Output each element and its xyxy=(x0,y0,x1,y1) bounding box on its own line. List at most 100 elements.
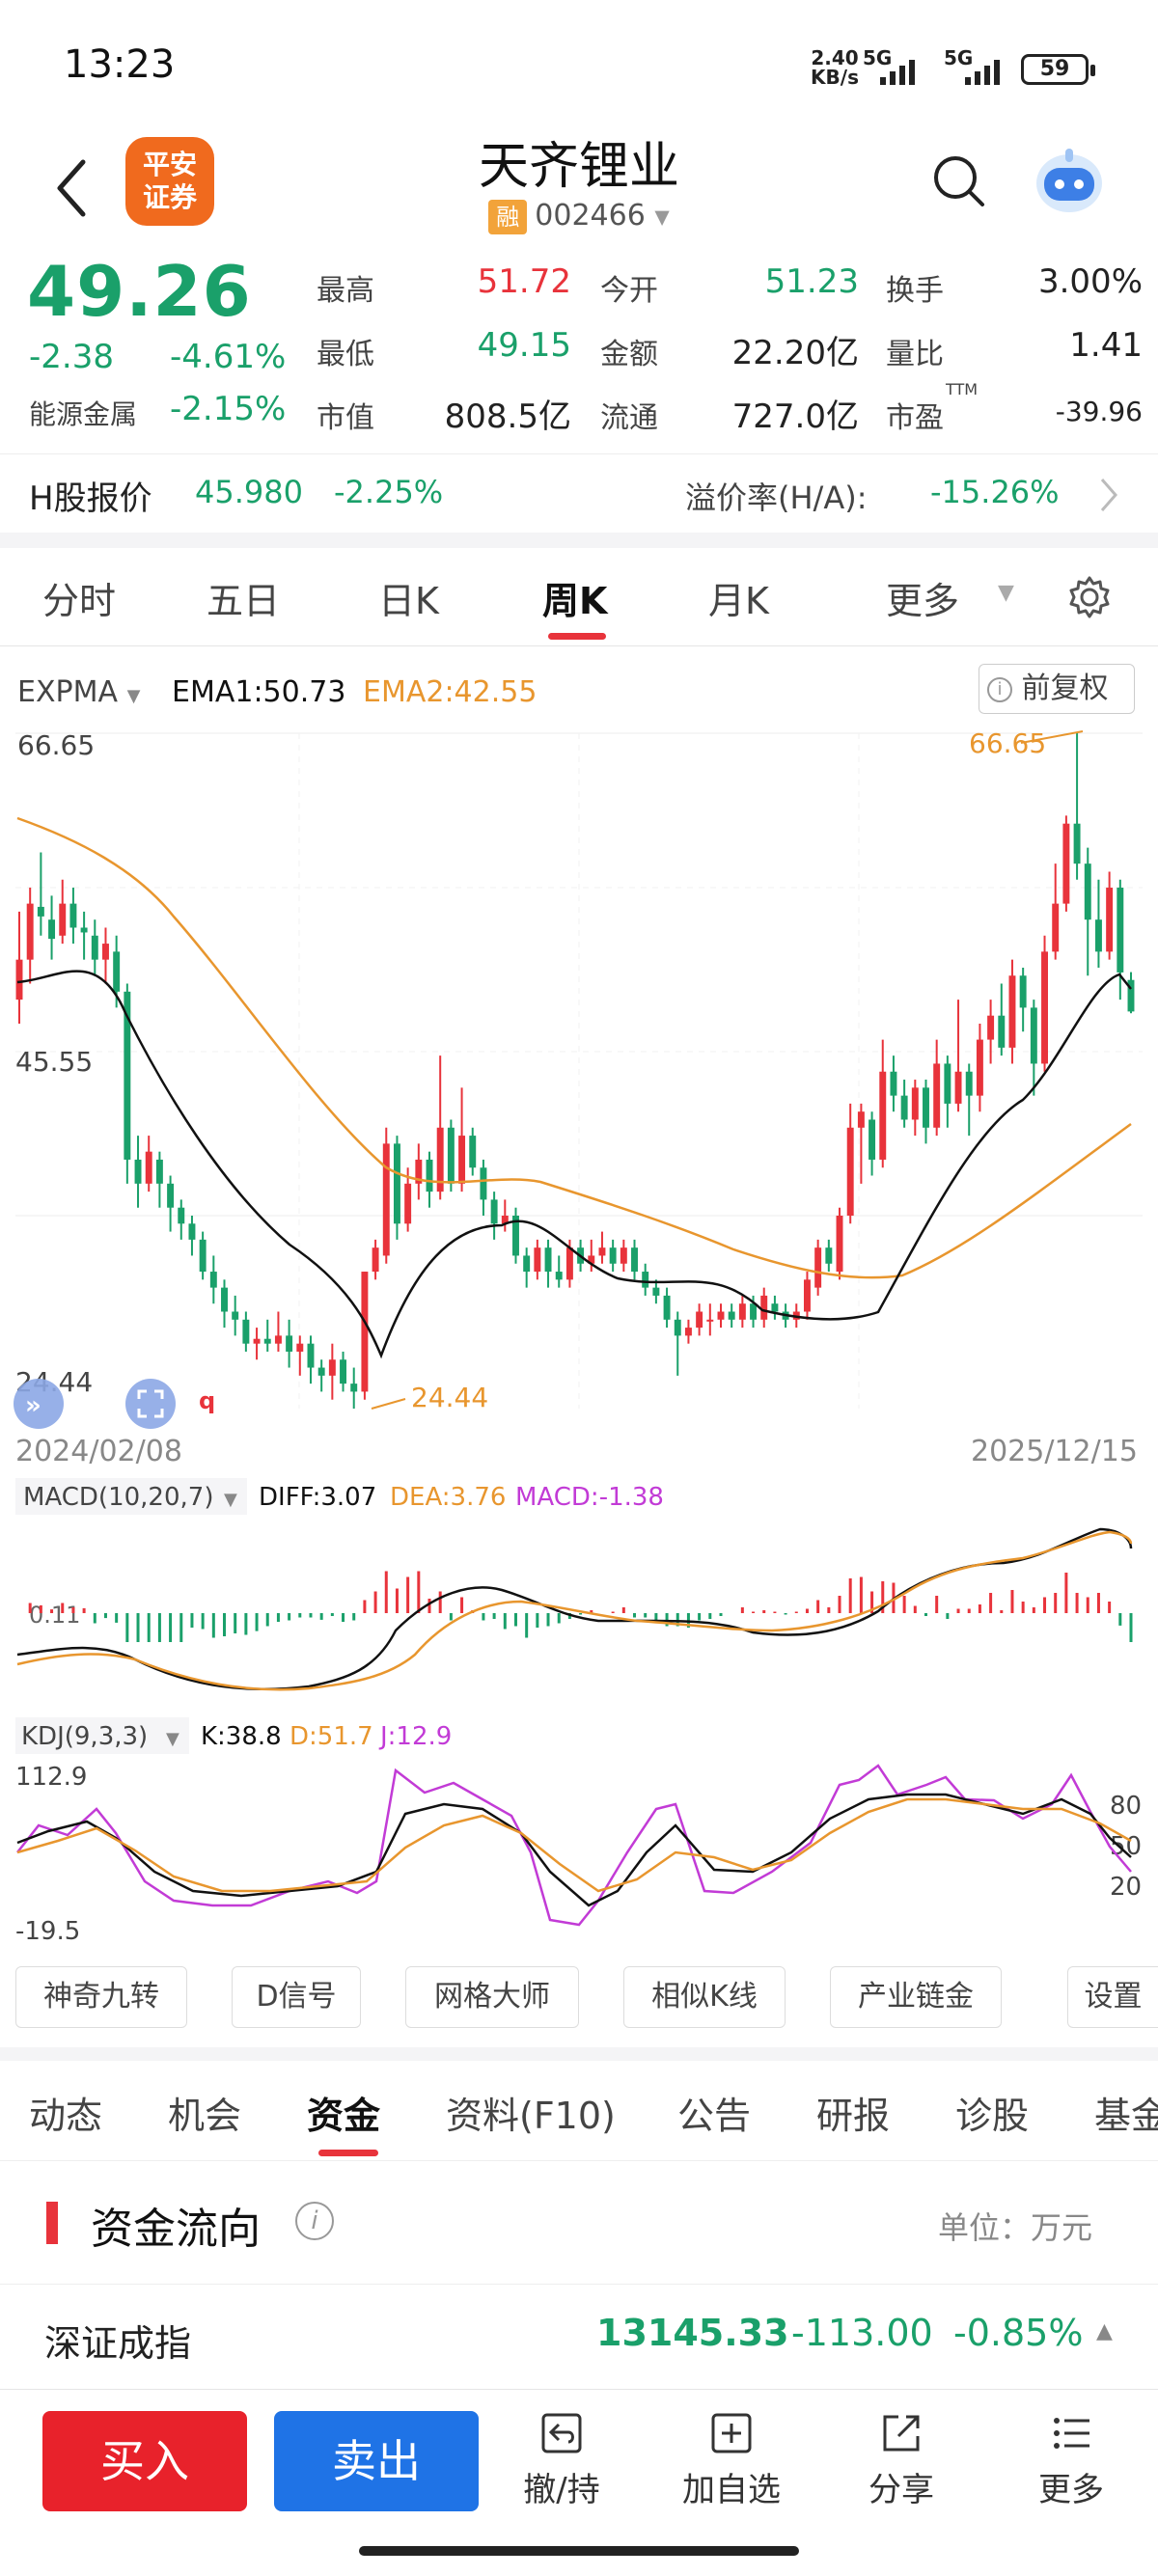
candle-body xyxy=(738,1303,746,1320)
kdj-j: J:12.9 xyxy=(378,1722,452,1751)
max-price-marker: 66.65 xyxy=(969,727,1046,759)
section-divider xyxy=(0,533,1158,548)
tab-research[interactable]: 研报 xyxy=(816,2095,891,2137)
margin-trading-badge: 融 xyxy=(488,199,528,234)
add-watchlist-button[interactable]: 加自选 xyxy=(674,2409,789,2510)
quote-panel: 49.26 -2.38 -4.61% 能源金属 -2.15% 最高 51.72 … xyxy=(0,251,1158,444)
index-value: 13145.33 xyxy=(596,2312,789,2354)
fullscreen-button[interactable] xyxy=(125,1379,176,1429)
tab-fund[interactable]: 基金 xyxy=(1094,2095,1158,2137)
candle-body xyxy=(1008,975,1016,1048)
sector-name[interactable]: 能源金属 xyxy=(29,398,138,430)
info-icon: i xyxy=(987,676,1012,702)
tool-settings[interactable]: 设置 xyxy=(1067,1966,1158,2028)
clock: 13:23 xyxy=(64,42,176,87)
tab-f10[interactable]: 资料(F10) xyxy=(446,2095,616,2137)
candle-body xyxy=(1094,919,1102,952)
tab-more[interactable]: 更多 xyxy=(886,580,960,622)
candle-body xyxy=(1030,1007,1037,1064)
candle-body xyxy=(544,1247,552,1273)
index-pct: -0.85% xyxy=(953,2312,1084,2354)
candle-body xyxy=(372,1247,379,1273)
ai-assistant-robot-icon[interactable] xyxy=(1031,143,1108,220)
candle-body xyxy=(1052,903,1060,952)
tab-opportunity[interactable]: 机会 xyxy=(168,2095,242,2137)
more-button[interactable]: 更多 xyxy=(1013,2409,1129,2510)
tab-monthly-k[interactable]: 月K xyxy=(708,580,769,622)
candle-body xyxy=(1084,863,1091,920)
candle-body xyxy=(879,1071,887,1160)
chevron-down-icon: ▼ xyxy=(166,1729,179,1749)
tool-d-signal[interactable]: D信号 xyxy=(232,1966,361,2028)
candle-body xyxy=(1041,951,1048,1064)
section-divider xyxy=(0,2047,1158,2061)
candle-body xyxy=(167,1183,175,1208)
share-button[interactable]: 分享 xyxy=(843,2409,959,2510)
candle-body xyxy=(631,1247,638,1273)
home-indicator xyxy=(359,2546,799,2556)
candle-body xyxy=(911,1087,919,1120)
candle-body xyxy=(987,1015,995,1040)
tab-diagnosis[interactable]: 诊股 xyxy=(955,2095,1030,2137)
candle-body xyxy=(598,1247,606,1256)
kline-chart[interactable]: 66.65 45.55 24.44 66.65 24.44 » q 2024/0… xyxy=(0,646,1158,1959)
fullscreen-icon xyxy=(137,1389,164,1418)
tool-grid-master[interactable]: 网格大师 xyxy=(405,1966,579,2028)
kdj-name[interactable]: KDJ(9,3,3) xyxy=(21,1722,148,1751)
y-mid-label: 45.55 xyxy=(15,1046,93,1078)
turnover-label: 换手 xyxy=(886,274,944,308)
adjust-button[interactable]: i 前复权 xyxy=(979,664,1135,714)
candle-body xyxy=(37,906,44,917)
kdj-d: D:51.7 xyxy=(290,1722,373,1751)
tab-daily-k[interactable]: 日K xyxy=(378,580,439,622)
stock-code-selector[interactable]: 融 002466 ▼ xyxy=(0,199,1158,234)
tool-similar-kline[interactable]: 相似K线 xyxy=(623,1966,786,2028)
candle-body xyxy=(846,1127,854,1216)
candle-body xyxy=(59,903,67,936)
index-row[interactable]: 深证成指 13145.33 -113.00 -0.85% ▲ xyxy=(0,2287,1158,2393)
macd-value: MACD:-1.38 xyxy=(515,1483,664,1512)
expand-left-button[interactable]: » xyxy=(14,1379,64,1429)
tab-five-day[interactable]: 五日 xyxy=(207,580,281,622)
tab-funds[interactable]: 资金 xyxy=(307,2095,381,2137)
candle-body xyxy=(512,1216,519,1256)
candle-body xyxy=(393,1143,400,1224)
candle-body xyxy=(328,1359,336,1376)
kdj-selector-bg[interactable] xyxy=(15,1717,189,1754)
main-indicator-selector[interactable]: EXPMA ▼ xyxy=(17,675,140,709)
tab-minute[interactable]: 分时 xyxy=(42,580,117,622)
candle-body xyxy=(340,1359,347,1384)
back-icon[interactable] xyxy=(50,154,98,222)
candle-body xyxy=(469,1136,477,1168)
chevron-down-icon: ▼ xyxy=(126,686,141,706)
gear-icon[interactable] xyxy=(1067,575,1112,619)
tool-industry-chain[interactable]: 产业链金 xyxy=(830,1966,1002,2028)
tab-news[interactable]: 动态 xyxy=(29,2095,103,2137)
kdj-j-line xyxy=(16,1764,1132,1927)
candle-body xyxy=(253,1338,261,1344)
candle-body xyxy=(620,1247,627,1264)
hshare-row[interactable]: H股报价 45.980 -2.25% 溢价率(H/A): -15.26% xyxy=(0,453,1158,531)
tool-nine-turn[interactable]: 神奇九转 xyxy=(15,1966,187,2028)
macd-selector-bg[interactable] xyxy=(15,1478,247,1515)
candle-body xyxy=(404,1183,412,1224)
candle-body xyxy=(565,1247,573,1280)
sell-button[interactable]: 卖出 xyxy=(274,2411,479,2511)
cancel-hold-button[interactable]: 撤/持 xyxy=(504,2409,620,2510)
tab-weekly-k[interactable]: 周K xyxy=(542,580,608,622)
candle-body xyxy=(944,1063,951,1104)
price-change-pct: -4.61% xyxy=(170,338,287,376)
premium-value: -15.26% xyxy=(930,474,1060,510)
macd-name[interactable]: MACD(10,20,7) xyxy=(23,1483,213,1512)
status-bar: 13:23 2.40 KB/s 5G 5G 59 xyxy=(0,0,1158,125)
collapse-up-icon[interactable]: ▲ xyxy=(1096,2319,1113,2343)
ema1-line xyxy=(16,970,1132,1359)
main-indicator-name: EXPMA xyxy=(17,675,119,709)
info-icon[interactable]: i xyxy=(295,2202,334,2240)
macd-dea: DEA:3.76 xyxy=(390,1483,506,1512)
mktcap-label: 市值 xyxy=(317,401,374,435)
buy-button[interactable]: 买入 xyxy=(42,2411,247,2511)
tab-announcements[interactable]: 公告 xyxy=(677,2095,752,2137)
candle-body xyxy=(69,903,77,928)
search-icon[interactable] xyxy=(930,152,988,210)
